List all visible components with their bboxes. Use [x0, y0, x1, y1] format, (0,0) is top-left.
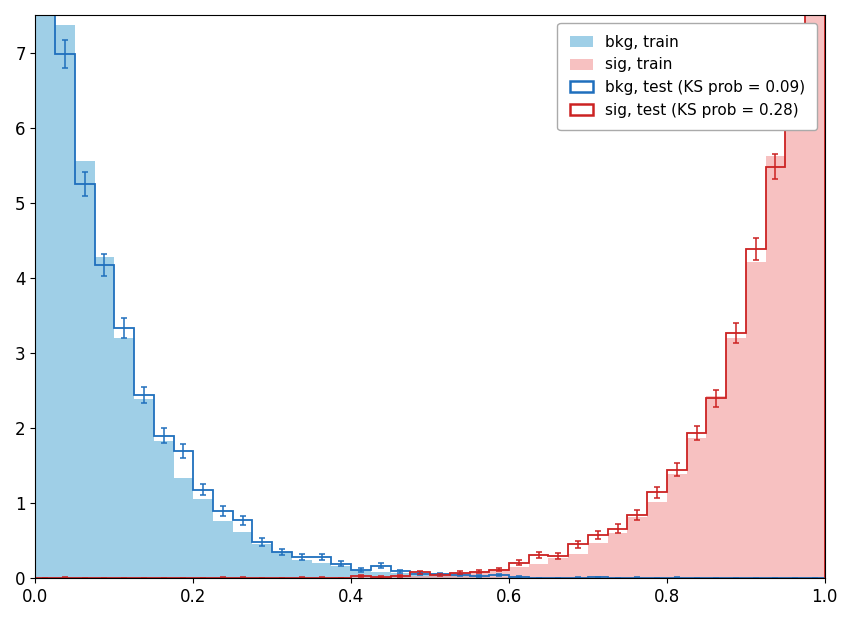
Legend: bkg, train, sig, train, bkg, test (KS prob = 0.09), sig, test (KS prob = 0.28): bkg, train, sig, train, bkg, test (KS pr…: [557, 22, 816, 130]
